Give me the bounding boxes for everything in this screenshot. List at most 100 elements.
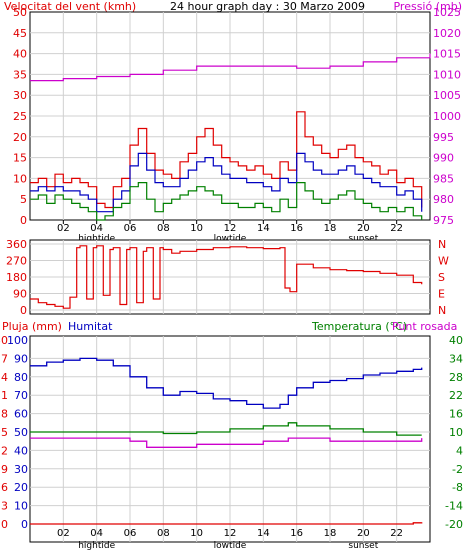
weather-series-line: [30, 357, 423, 409]
x-tick-label: 22: [390, 528, 403, 539]
tide-sun-annotation: sunset: [348, 234, 378, 244]
legend-temperatura: Temperatura (°C): [311, 320, 407, 333]
temperature-axis-tick-label: -20: [445, 518, 463, 531]
rain-axis-tick-label: 12: [0, 444, 8, 457]
wind-axis-tick-label: 10: [13, 172, 27, 185]
pressure-axis-tick-label: 985: [433, 172, 454, 185]
x-tick-label: 04: [90, 223, 103, 234]
x-tick-label: 12: [224, 223, 237, 234]
tide-sun-annotation: lowtide: [214, 541, 247, 551]
rain-axis-tick-label: 6: [1, 481, 8, 494]
direction-degree-label: 180: [6, 271, 27, 284]
x-tick-label: 22: [390, 223, 403, 234]
x-tick-label: 04: [90, 528, 103, 539]
x-tick-label: 12: [224, 528, 237, 539]
x-tick-label: 20: [357, 528, 370, 539]
rain-axis-tick-label: 27: [0, 352, 8, 365]
temperature-axis-tick-label: -2: [452, 463, 463, 476]
wind-axis-tick-label: 40: [13, 48, 27, 61]
rain-axis-tick-label: 0: [1, 518, 8, 531]
wind-axis-tick-label: 25: [13, 110, 27, 123]
x-tick-label: 02: [57, 223, 70, 234]
weather-series-line: [30, 422, 422, 436]
humidity-axis-tick-label: 40: [14, 444, 28, 457]
weather-series-line: [30, 522, 423, 525]
temperature-axis-tick-label: 16: [449, 408, 463, 421]
pressure-axis-tick-label: 995: [433, 131, 454, 144]
compass-label: W: [438, 255, 449, 268]
x-tick-label: 18: [324, 528, 337, 539]
tide-sun-annotation: hightide: [78, 234, 115, 244]
temperature-axis-tick-label: 22: [449, 389, 463, 402]
wind-axis-tick-label: 15: [13, 152, 27, 165]
rain-axis-tick-label: 24: [0, 371, 8, 384]
x-tick-label: 10: [190, 223, 203, 234]
x-tick-label: 08: [157, 528, 170, 539]
x-tick-label: 06: [124, 528, 137, 539]
temperature-axis-tick-label: 28: [449, 371, 463, 384]
wind-axis-tick-label: 20: [13, 131, 27, 144]
pressure-axis-tick-label: 1025: [433, 6, 461, 19]
legend-humitat: Humitat: [68, 320, 113, 333]
wind-axis-tick-label: 30: [13, 89, 27, 102]
temperature-axis-tick-label: 4: [456, 444, 463, 457]
pressure-axis-tick-label: 1020: [433, 27, 461, 40]
x-tick-label: 02: [57, 528, 70, 539]
pressure-axis-tick-label: 980: [433, 193, 454, 206]
pressure-axis-tick-label: 1005: [433, 89, 461, 102]
rain-axis-tick-label: 18: [0, 408, 8, 421]
x-tick-label: 16: [290, 223, 303, 234]
x-tick-label: 20: [357, 223, 370, 234]
compass-label: N: [438, 304, 446, 317]
wind-axis-tick-label: 50: [13, 6, 27, 19]
rain-axis-tick-label: 9: [1, 463, 8, 476]
rain-axis-tick-label: 30: [0, 334, 8, 347]
chart-title: 24 hour graph day : 30 Marzo 2009: [170, 0, 365, 13]
x-tick-label: 16: [290, 528, 303, 539]
wind-axis-tick-label: 35: [13, 68, 27, 81]
direction-degree-label: 360: [6, 238, 27, 251]
rain-axis-tick-label: 3: [1, 500, 8, 513]
pressure-axis-tick-label: 1010: [433, 68, 461, 81]
temperature-axis-tick-label: 10: [449, 426, 463, 439]
temperature-axis-tick-label: 40: [449, 334, 463, 347]
rain-axis-tick-label: 15: [0, 426, 8, 439]
pressure-axis-tick-label: 1015: [433, 48, 461, 61]
wind-axis-tick-label: 0: [20, 214, 27, 227]
x-tick-label: 10: [190, 528, 203, 539]
humidity-axis-tick-label: 0: [21, 518, 28, 531]
direction-degree-label: 0: [20, 304, 27, 317]
tide-sun-annotation: hightide: [78, 541, 115, 551]
legend-pluja: Pluja (mm): [2, 320, 62, 333]
wind-pressure-series-line: [30, 182, 423, 221]
humidity-axis-tick-label: 90: [14, 352, 28, 365]
pressure-axis-tick-label: 990: [433, 152, 454, 165]
humidity-axis-tick-label: 30: [14, 463, 28, 476]
wind-axis-tick-label: 45: [13, 27, 27, 40]
humidity-axis-tick-label: 60: [14, 408, 28, 421]
humidity-axis-tick-label: 80: [14, 371, 28, 384]
x-tick-label: 14: [257, 528, 270, 539]
tide-sun-annotation: lowtide: [214, 234, 247, 244]
pressure-axis-tick-label: 975: [433, 214, 454, 227]
legend-punt-rosada: Punt rosada: [392, 320, 457, 333]
tide-sun-annotation: sunset: [348, 541, 378, 551]
wind-direction-line: [30, 245, 423, 309]
humidity-axis-tick-label: 50: [14, 426, 28, 439]
wind-pressure-series-line: [30, 53, 431, 82]
x-tick-label: 06: [124, 223, 137, 234]
x-tick-label: 08: [157, 223, 170, 234]
temperature-axis-tick-label: -14: [445, 500, 463, 513]
wind-pressure-series-line: [30, 111, 423, 209]
wind-speed-axis-title: Velocitat del vent (kmh): [4, 0, 136, 13]
rain-humidity-temp-panel: Pluja (mm) Humitat Temperatura (°C) Punt…: [0, 320, 463, 551]
compass-label: S: [438, 271, 445, 284]
humidity-axis-tick-label: 70: [14, 389, 28, 402]
humidity-axis-tick-label: 10: [14, 500, 28, 513]
pressure-axis-title: Pressió (mb): [393, 0, 462, 13]
temperature-axis-tick-label: 34: [449, 352, 463, 365]
x-tick-label: 14: [257, 223, 270, 234]
weather-series-line: [30, 437, 423, 448]
